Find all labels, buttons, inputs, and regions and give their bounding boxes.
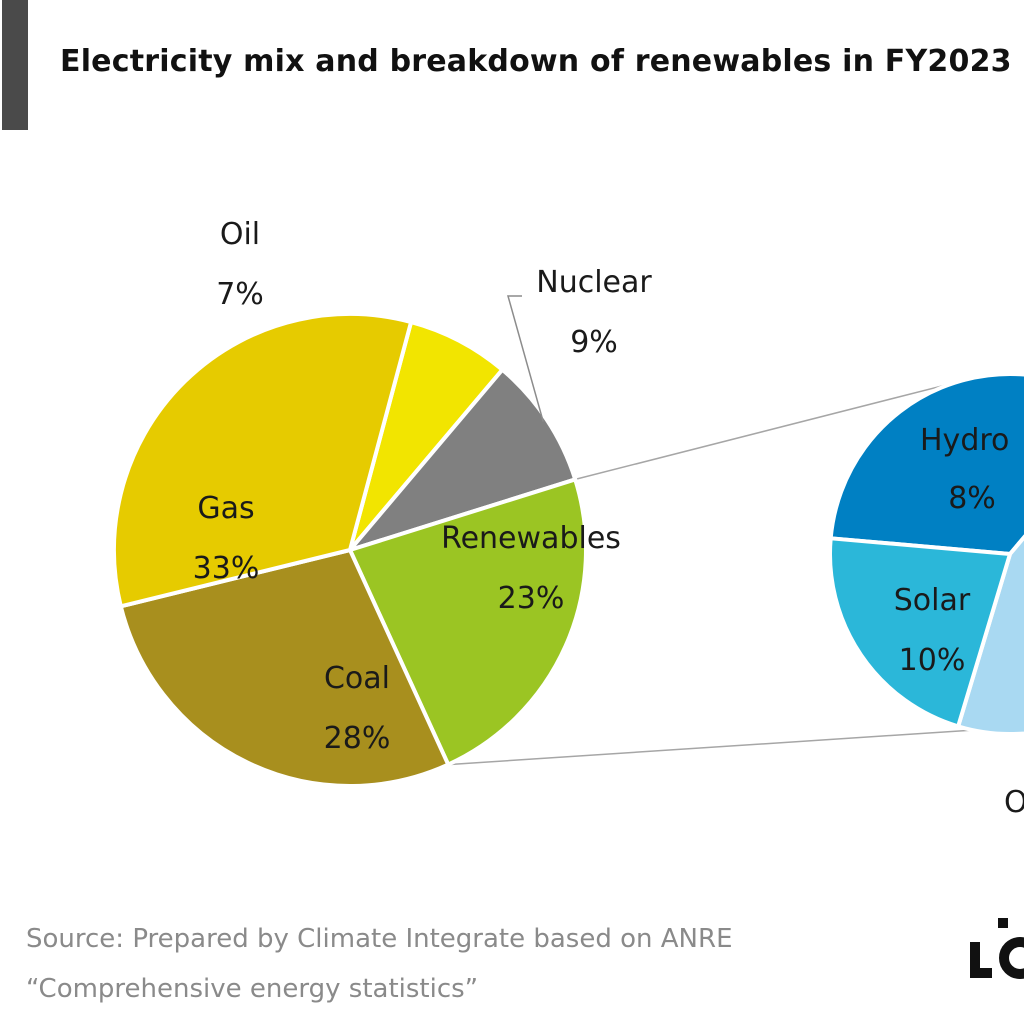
renew-slice-other bbox=[828, 536, 1012, 729]
renew-label-hydro: Hydro bbox=[920, 423, 1009, 458]
value-oil: 7% bbox=[216, 277, 264, 312]
renew-label-other: O bbox=[1004, 785, 1024, 820]
main-pie bbox=[112, 312, 588, 788]
label-gas: Gas bbox=[197, 491, 254, 526]
label-oil: Oil bbox=[220, 217, 260, 252]
renew-value-hydro: 8% bbox=[948, 481, 996, 516]
source-line-1: Source: Prepared by Climate Integrate ba… bbox=[26, 924, 733, 954]
connector-lines bbox=[448, 382, 973, 766]
renew-value-solar: 10% bbox=[899, 643, 966, 678]
renewables-pie bbox=[828, 372, 1024, 736]
slice-renewables bbox=[348, 477, 588, 767]
renew-slice-solar bbox=[956, 534, 1024, 736]
slice-coal bbox=[118, 548, 451, 788]
main-pie-labels: Oil 7% Nuclear 9% Renewables 23% Coal 28% Gas 33% bbox=[193, 217, 653, 756]
value-coal: 28% bbox=[324, 721, 391, 756]
source-line-2: “Comprehensive energy statistics” bbox=[26, 974, 479, 1004]
nuclear-leader-line bbox=[507, 295, 544, 422]
value-nuclear: 9% bbox=[570, 325, 618, 360]
renew-label-solar: Solar bbox=[894, 583, 971, 618]
value-gas: 33% bbox=[193, 551, 260, 586]
label-nuclear: Nuclear bbox=[536, 265, 652, 300]
slice-gas bbox=[112, 312, 414, 609]
value-renewables: 23% bbox=[498, 581, 565, 616]
connector-line-top bbox=[575, 382, 955, 481]
logo-mark-icon bbox=[970, 918, 1024, 979]
slice-nuclear bbox=[348, 367, 578, 552]
label-renewables: Renewables bbox=[441, 521, 621, 556]
connector-line-bottom bbox=[448, 729, 973, 766]
chart-title: Electricity mix and breakdown of renewab… bbox=[60, 44, 1012, 79]
renew-slice-hydro bbox=[828, 372, 1024, 556]
title-accent-bar bbox=[2, 0, 28, 130]
source-note: Source: Prepared by Climate Integrate ba… bbox=[26, 914, 733, 1014]
label-coal: Coal bbox=[324, 661, 390, 696]
slice-oil bbox=[348, 320, 505, 552]
renewables-pie-labels: Hydro 8% Solar 10% O bbox=[894, 423, 1024, 820]
